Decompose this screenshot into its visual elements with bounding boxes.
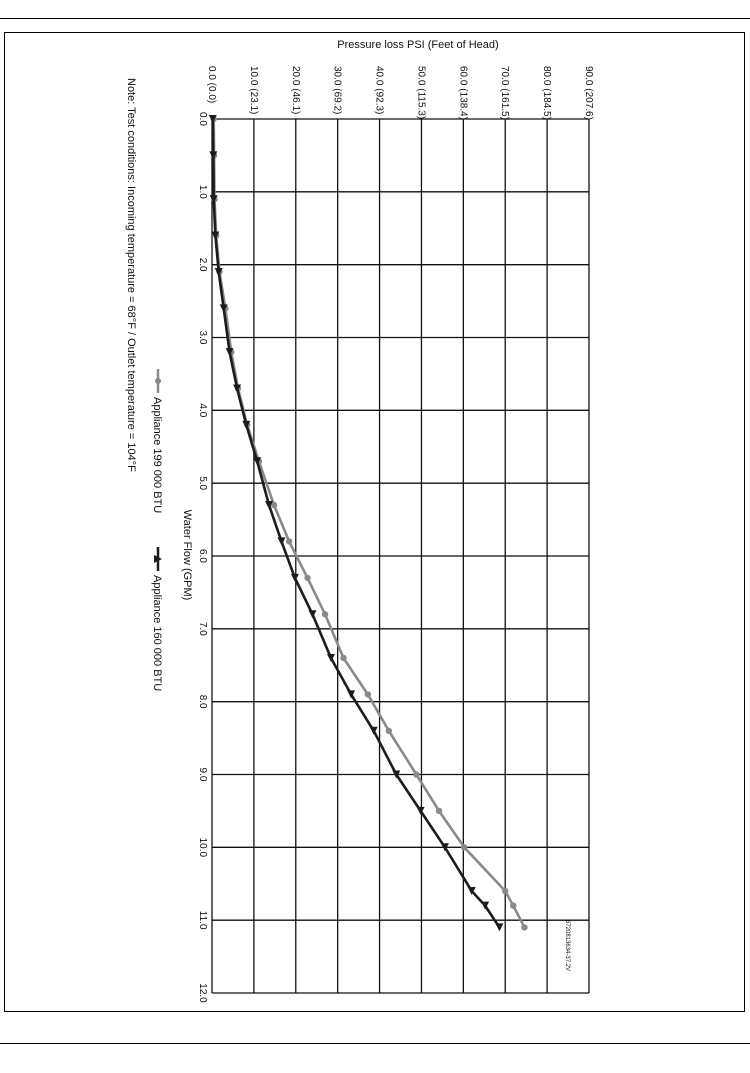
data-point-appliance-160-000-btu-10: [265, 501, 273, 509]
data-point-appliance-160-000-btu-0: [208, 115, 217, 123]
data-point-appliance-160-000-btu-8: [242, 420, 251, 429]
data-point-appliance-160-000-btu-1: [209, 151, 218, 160]
data-point-appliance-199-000-btu-13: [321, 611, 329, 618]
header-rule: [0, 18, 750, 19]
pressure-tick-label-0: 0.0 (0.0): [206, 66, 217, 103]
data-point-appliance-199-000-btu-12: [304, 574, 311, 582]
data-point-appliance-199-000-btu-11: [285, 538, 293, 545]
data-point-appliance-199-000-btu-16: [385, 727, 392, 734]
data-point-appliance-160-000-btu-18: [416, 806, 425, 815]
data-point-appliance-199-000-btu-14: [340, 654, 347, 662]
data-point-appliance-160-000-btu-16: [369, 726, 378, 735]
flow-tick-label-10: 10.0: [197, 838, 208, 858]
data-point-appliance-160-000-btu-2: [209, 195, 218, 204]
chart-title: Pressure loss PSI (Feet of Head): [337, 39, 498, 51]
figure-frame: [4, 32, 745, 1012]
flow-tick-label-11: 11.0: [197, 911, 208, 930]
flow-tick-label-7: 7.0: [197, 622, 208, 636]
data-point-appliance-199-000-btu-20: [502, 887, 509, 895]
figure-id: 6720813634-37.2V: [564, 920, 570, 971]
data-point-appliance-160-000-btu-6: [225, 348, 234, 357]
data-point-appliance-160-000-btu-17: [392, 770, 401, 779]
x-axis-label: Water Flow (GPM): [181, 510, 193, 601]
legend-label-199000: Appliance 199 000 BTU: [151, 397, 163, 513]
pressure-tick-label-4: 40.0 (92.3): [374, 66, 385, 114]
data-point-appliance-160-000-btu-4: [214, 268, 223, 276]
pressure-tick-label-1: 10.0 (23.1): [248, 66, 259, 114]
data-point-appliance-160-000-btu-21: [481, 901, 490, 910]
series-line-appliance-160-000-btu: [211, 118, 501, 929]
data-point-appliance-160-000-btu-12: [290, 573, 299, 582]
pressure-tick-labels: 0.0 (0.0) 10.0 (23.1) 20.0 (46.1) 30.0 (69.…: [206, 66, 594, 120]
legend-marker-160000: [154, 555, 162, 563]
chart-grid: [211, 118, 590, 994]
pressure-tick-label-6: 60.0 (138.4): [457, 66, 468, 120]
pressure-tick-label-8: 80.0 (184.5): [541, 66, 552, 120]
legend: Appliance 199 000 BTU Appliance 160 000 …: [151, 369, 163, 691]
footer-rule: [0, 1043, 750, 1044]
flow-tick-label-0: 0.0: [197, 112, 208, 126]
data-point-appliance-160-000-btu-3: [211, 231, 220, 240]
flow-tick-label-3: 3.0: [197, 331, 208, 345]
data-point-appliance-160-000-btu-5: [219, 304, 228, 313]
data-point-appliance-199-000-btu-21: [510, 902, 517, 909]
series-layer: [208, 115, 528, 932]
data-point-appliance-160-000-btu-14: [327, 654, 335, 662]
legend-label-160000: Appliance 160 000 BTU: [151, 575, 163, 691]
data-point-appliance-199-000-btu-17: [413, 771, 420, 778]
flow-tick-label-8: 8.0: [197, 695, 208, 709]
data-point-appliance-160-000-btu-15: [347, 690, 356, 699]
flow-tick-labels: 0.0 1.0 2.0 3.0 4.0 5.0 6.0 7.0 8.0 9.0 10.0 11.0 12…: [197, 112, 208, 1003]
data-point-appliance-160-000-btu-13: [308, 610, 317, 619]
pressure-tick-label-3: 30.0 (69.2): [332, 66, 343, 114]
data-point-appliance-199-000-btu-18: [435, 807, 443, 815]
data-point-appliance-199-000-btu-19: [461, 844, 468, 851]
flow-tick-label-4: 4.0: [197, 403, 208, 417]
pressure-tick-label-2: 20.0 (46.1): [290, 66, 301, 114]
data-point-appliance-160-000-btu-19: [440, 843, 449, 852]
pressure-tick-label-5: 50.0 (115.3): [415, 66, 426, 119]
flow-tick-label-12: 12.0: [197, 983, 208, 1003]
data-point-appliance-199-000-btu-22: [521, 924, 528, 931]
series-line-appliance-199-000-btu: [212, 118, 526, 928]
data-point-appliance-160-000-btu-7: [233, 384, 242, 393]
flow-tick-label-6: 6.0: [197, 549, 208, 563]
flow-tick-label-1: 1.0: [197, 185, 208, 199]
test-conditions-note: Note: Test conditions: Incoming temperat…: [125, 78, 137, 472]
legend-marker-199000: [155, 378, 161, 384]
pressure-tick-label-9: 90.0 (207.6): [583, 66, 594, 120]
data-point-appliance-160-000-btu-20: [467, 887, 476, 895]
data-point-appliance-160-000-btu-11: [277, 537, 286, 546]
flow-tick-label-5: 5.0: [197, 476, 208, 490]
data-point-appliance-199-000-btu-15: [364, 691, 371, 698]
data-point-appliance-160-000-btu-9: [253, 457, 262, 466]
flow-tick-label-2: 2.0: [197, 258, 208, 272]
flow-tick-label-9: 9.0: [197, 768, 208, 782]
pressure-tick-label-7: 70.0 (161.5): [499, 66, 510, 120]
data-point-appliance-199-000-btu-10: [270, 501, 278, 509]
data-point-appliance-160-000-btu-22: [495, 923, 504, 932]
